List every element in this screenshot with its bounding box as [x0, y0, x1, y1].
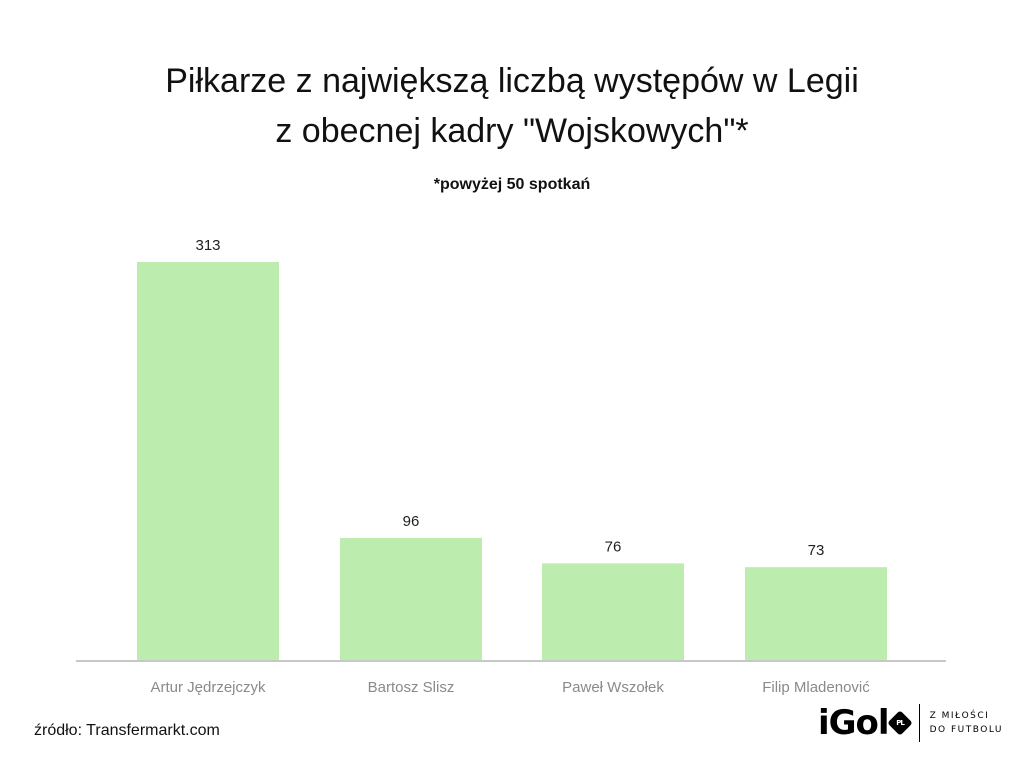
category-label-3: Paweł Wszołek: [562, 679, 664, 696]
logo-pl-badge: PL: [886, 710, 913, 736]
bar-3: [542, 563, 684, 660]
logo-tagline-line-1: Z MIŁOŚCI: [929, 711, 990, 721]
igol-logo: iGol PL Z MIŁOŚCI DO FUTBOLU: [818, 700, 1003, 746]
chart-title: Piłkarze z największą liczbą występów w …: [0, 56, 1024, 156]
logo-tagline: Z MIŁOŚCI DO FUTBOLU: [930, 709, 1003, 737]
value-label-3: 76: [605, 538, 622, 555]
logo-name: iGol: [818, 703, 890, 743]
chart-subtitle: *powyżej 50 spotkań: [433, 176, 591, 193]
bar-2: [340, 537, 482, 660]
category-label-1: Artur Jędrzejczyk: [150, 679, 266, 696]
logo-tagline-line-2: DO FUTBOLU: [929, 725, 1003, 735]
chart-title-line-2: z obecnej kadry "Wojskowych"*: [275, 112, 749, 150]
bar-4: [745, 567, 887, 660]
logo-divider: [918, 704, 920, 742]
value-label-1: 313: [195, 237, 220, 254]
category-label-2: Bartosz Slisz: [368, 679, 455, 696]
category-label-4: Filip Mladenović: [762, 679, 870, 696]
source-note: źródło: Transfermarkt.com: [34, 722, 220, 739]
bar-1: [137, 262, 279, 660]
value-label-4: 73: [808, 542, 825, 559]
logo-wordmark: iGol PL: [818, 700, 913, 746]
logo-pl-text: PL: [895, 719, 904, 727]
value-label-2: 96: [403, 513, 420, 530]
chart-title-line-1: Piłkarze z największą liczbą występów w …: [165, 62, 859, 100]
